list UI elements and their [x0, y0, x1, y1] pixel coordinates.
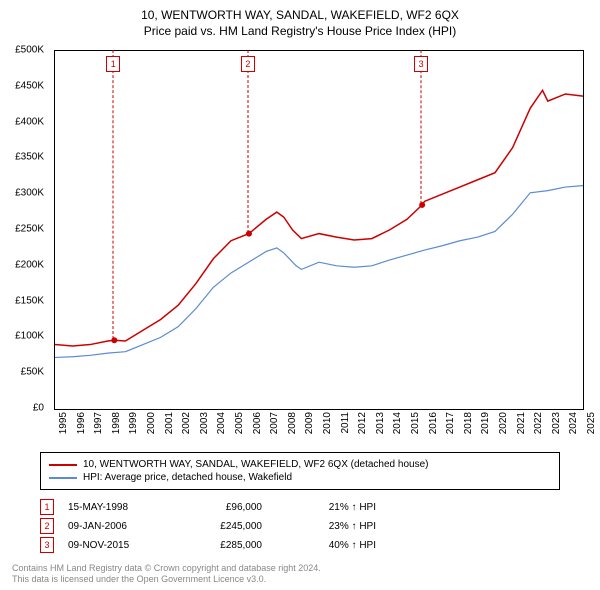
xtick-label: 2019 [480, 412, 491, 434]
xtick-label: 2025 [586, 412, 597, 434]
ytick-label: £0 [33, 403, 44, 414]
plot-svg [55, 51, 583, 409]
event-relative: 40% ↑ HPI [276, 540, 376, 551]
xtick-label: 2021 [516, 412, 527, 434]
event-price: £285,000 [182, 540, 262, 551]
title-block: 10, WENTWORTH WAY, SANDAL, WAKEFIELD, WF… [0, 0, 600, 38]
xtick-label: 2010 [322, 412, 333, 434]
xtick-label: 1997 [93, 412, 104, 434]
event-row: 3 09-NOV-2015 £285,000 40% ↑ HPI [40, 537, 376, 553]
legend-label: 10, WENTWORTH WAY, SANDAL, WAKEFIELD, WF… [83, 459, 428, 470]
ytick-label: £350K [15, 152, 44, 163]
event-row: 2 09-JAN-2006 £245,000 23% ↑ HPI [40, 518, 376, 534]
xtick-label: 2022 [533, 412, 544, 434]
event-marker-box: 1 [40, 499, 54, 515]
xtick-label: 2018 [463, 412, 474, 434]
marker-dashed-line [247, 50, 248, 233]
event-price: £96,000 [182, 502, 262, 513]
ytick-label: £100K [15, 331, 44, 342]
marker-number-box: 1 [106, 56, 120, 72]
marker-number-box: 2 [241, 56, 255, 72]
xtick-label: 2013 [375, 412, 386, 434]
xtick-label: 2002 [181, 412, 192, 434]
marker-dashed-line [421, 50, 422, 204]
xtick-label: 2008 [287, 412, 298, 434]
xtick-label: 2001 [164, 412, 175, 434]
xtick-label: 1995 [58, 412, 69, 434]
ytick-label: £500K [15, 45, 44, 56]
xtick-label: 2004 [216, 412, 227, 434]
xtick-label: 2023 [551, 412, 562, 434]
ytick-label: £200K [15, 259, 44, 270]
ytick-label: £150K [15, 295, 44, 306]
ytick-label: £50K [21, 367, 44, 378]
xtick-label: 2007 [269, 412, 280, 434]
xtick-label: 2005 [234, 412, 245, 434]
series-line-property [55, 90, 583, 346]
xtick-label: 1996 [76, 412, 87, 434]
attribution-text: Contains HM Land Registry data © Crown c… [12, 563, 321, 586]
marker-number-box: 3 [414, 56, 428, 72]
event-date: 09-JAN-2006 [68, 521, 168, 532]
ytick-label: £400K [15, 116, 44, 127]
event-date: 09-NOV-2015 [68, 540, 168, 551]
legend-item: 10, WENTWORTH WAY, SANDAL, WAKEFIELD, WF… [49, 459, 551, 470]
events-table: 1 15-MAY-1998 £96,000 21% ↑ HPI 2 09-JAN… [40, 496, 376, 556]
xtick-label: 1998 [111, 412, 122, 434]
chart-container: 10, WENTWORTH WAY, SANDAL, WAKEFIELD, WF… [0, 0, 600, 590]
event-price: £245,000 [182, 521, 262, 532]
attribution-line: This data is licensed under the Open Gov… [12, 574, 321, 586]
event-date: 15-MAY-1998 [68, 502, 168, 513]
xtick-label: 2000 [146, 412, 157, 434]
xtick-label: 2012 [357, 412, 368, 434]
chart-area: £0£50K£100K£150K£200K£250K£300K£350K£400… [54, 50, 584, 410]
event-marker-box: 3 [40, 537, 54, 553]
xtick-label: 2014 [392, 412, 403, 434]
ytick-label: £300K [15, 188, 44, 199]
legend-swatch-hpi [49, 477, 77, 479]
xtick-label: 2016 [428, 412, 439, 434]
event-relative: 23% ↑ HPI [276, 521, 376, 532]
legend-box: 10, WENTWORTH WAY, SANDAL, WAKEFIELD, WF… [40, 452, 560, 490]
xtick-label: 2006 [252, 412, 263, 434]
series-line-hpi [55, 186, 583, 358]
xtick-label: 2009 [304, 412, 315, 434]
plot-border [54, 50, 584, 410]
event-marker-box: 2 [40, 518, 54, 534]
ytick-label: £450K [15, 80, 44, 91]
event-row: 1 15-MAY-1998 £96,000 21% ↑ HPI [40, 499, 376, 515]
xtick-label: 2015 [410, 412, 421, 434]
ytick-label: £250K [15, 224, 44, 235]
xtick-label: 2003 [199, 412, 210, 434]
xtick-label: 2017 [445, 412, 456, 434]
xtick-label: 2024 [568, 412, 579, 434]
attribution-line: Contains HM Land Registry data © Crown c… [12, 563, 321, 575]
legend-item: HPI: Average price, detached house, Wake… [49, 472, 551, 483]
title-address: 10, WENTWORTH WAY, SANDAL, WAKEFIELD, WF… [0, 8, 600, 22]
marker-dashed-line [113, 50, 114, 339]
xtick-label: 1999 [128, 412, 139, 434]
event-relative: 21% ↑ HPI [276, 502, 376, 513]
xtick-label: 2020 [498, 412, 509, 434]
xtick-label: 2011 [340, 412, 351, 434]
legend-swatch-property [49, 464, 77, 466]
legend-label: HPI: Average price, detached house, Wake… [83, 472, 292, 483]
title-subtitle: Price paid vs. HM Land Registry's House … [0, 24, 600, 38]
